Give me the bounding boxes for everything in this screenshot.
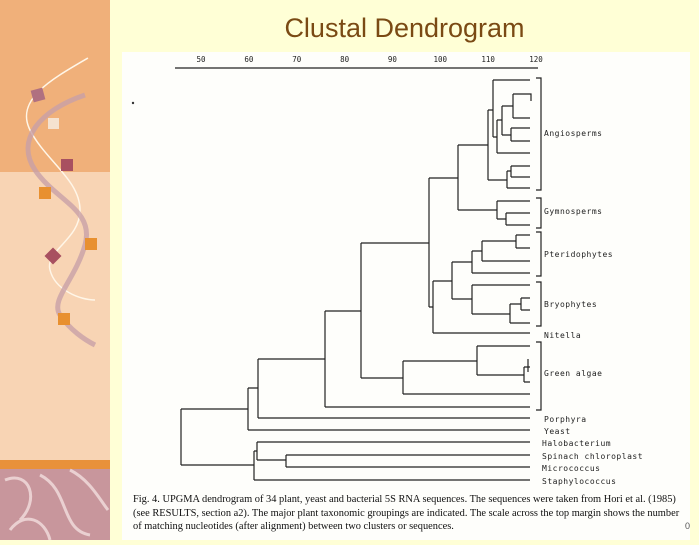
label-green-algae: Green algae [544, 369, 602, 378]
dendrogram-figure [122, 52, 690, 540]
label-pteridophytes: Pteridophytes [544, 250, 613, 259]
scale-tick-label: 110 [481, 55, 495, 64]
scale-tick-label: 80 [340, 55, 350, 64]
scale-tick-label: 100 [434, 55, 448, 64]
group-brackets [536, 77, 542, 411]
slide-number: 0 [685, 521, 691, 531]
scale-tick-label: 120 [529, 55, 543, 64]
stray-dot [131, 101, 135, 105]
decorative-side-panel [0, 0, 110, 541]
label-micrococcus: Micrococcus [542, 464, 600, 473]
label-yeast: Yeast [544, 427, 571, 436]
label-halobacterium: Halobacterium [542, 439, 611, 448]
group-labels: Angiosperms Gymnosperms Pteridophytes Br… [542, 129, 643, 486]
scale-tick-label: 60 [244, 55, 254, 64]
label-spinach-chloroplast: Spinach chloroplast [542, 452, 643, 461]
label-nitella: Nitella [544, 331, 581, 340]
label-gymnosperms: Gymnosperms [544, 207, 602, 216]
scale-tick-label: 50 [196, 55, 206, 64]
figure-caption: Fig. 4. UPGMA dendrogram of 34 plant, ye… [133, 494, 680, 532]
scale-tick-label: 70 [292, 55, 302, 64]
label-staphylococcus: Staphylococcus [542, 477, 616, 486]
decorative-dna-graphic [0, 0, 110, 541]
tree-branches [180, 79, 532, 481]
slide-title: Clustal Dendrogram [284, 13, 525, 43]
label-bryophytes: Bryophytes [544, 300, 597, 309]
label-porphyra: Porphyra [544, 415, 587, 424]
scale-axis: 50 60 70 80 90 100 110 120 [175, 55, 543, 69]
scale-tick-label: 90 [388, 55, 398, 64]
label-angiosperms: Angiosperms [544, 129, 602, 138]
